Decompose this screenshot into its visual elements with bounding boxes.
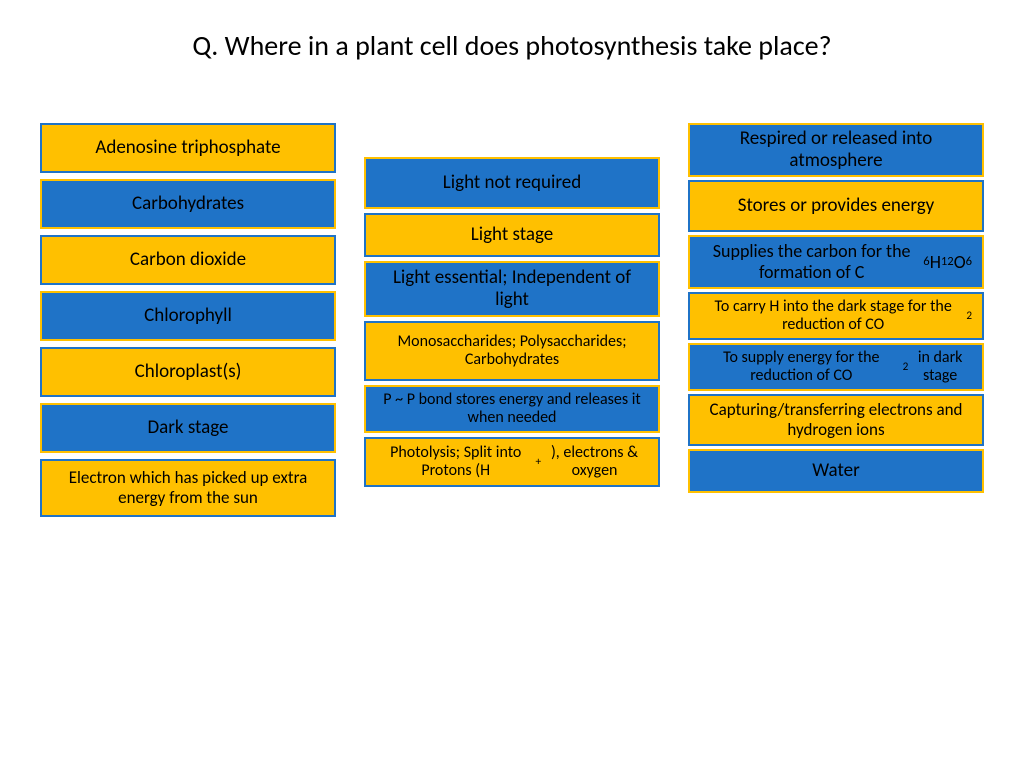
info-box: Capturing/transferring electrons and hyd… bbox=[688, 394, 984, 446]
info-box: Monosaccharides; Polysaccharides; Carboh… bbox=[364, 321, 660, 381]
info-box: Carbon dioxide bbox=[40, 235, 336, 285]
info-box: P ~ P bond stores energy and releases it… bbox=[364, 385, 660, 433]
page-title: Q. Where in a plant cell does photosynth… bbox=[0, 0, 1024, 73]
column-3: Respired or released into atmosphereStor… bbox=[688, 123, 984, 517]
info-box: Supplies the carbon for the formation of… bbox=[688, 235, 984, 289]
info-box: To supply energy for the reduction of CO… bbox=[688, 343, 984, 391]
info-box: Chlorophyll bbox=[40, 291, 336, 341]
info-box: Dark stage bbox=[40, 403, 336, 453]
info-box: Respired or released into atmosphere bbox=[688, 123, 984, 177]
info-box: To carry H into the dark stage for the r… bbox=[688, 292, 984, 340]
info-box: Carbohydrates bbox=[40, 179, 336, 229]
info-box: Light stage bbox=[364, 213, 660, 257]
info-box: Light essential; Independent of light bbox=[364, 261, 660, 317]
column-2: Light not requiredLight stageLight essen… bbox=[364, 123, 660, 517]
info-box: Chloroplast(s) bbox=[40, 347, 336, 397]
info-box: Photolysis; Split into Protons (H+), ele… bbox=[364, 437, 660, 487]
info-box: Adenosine triphosphate bbox=[40, 123, 336, 173]
info-box: Light not required bbox=[364, 157, 660, 209]
info-box: Stores or provides energy bbox=[688, 180, 984, 232]
columns-container: Adenosine triphosphate Carbohydrates Carbo… bbox=[0, 73, 1024, 517]
info-box: Water bbox=[688, 449, 984, 493]
column-1: Adenosine triphosphate Carbohydrates Carbo… bbox=[40, 123, 336, 517]
info-box: Electron which has picked up extra energ… bbox=[40, 459, 336, 517]
